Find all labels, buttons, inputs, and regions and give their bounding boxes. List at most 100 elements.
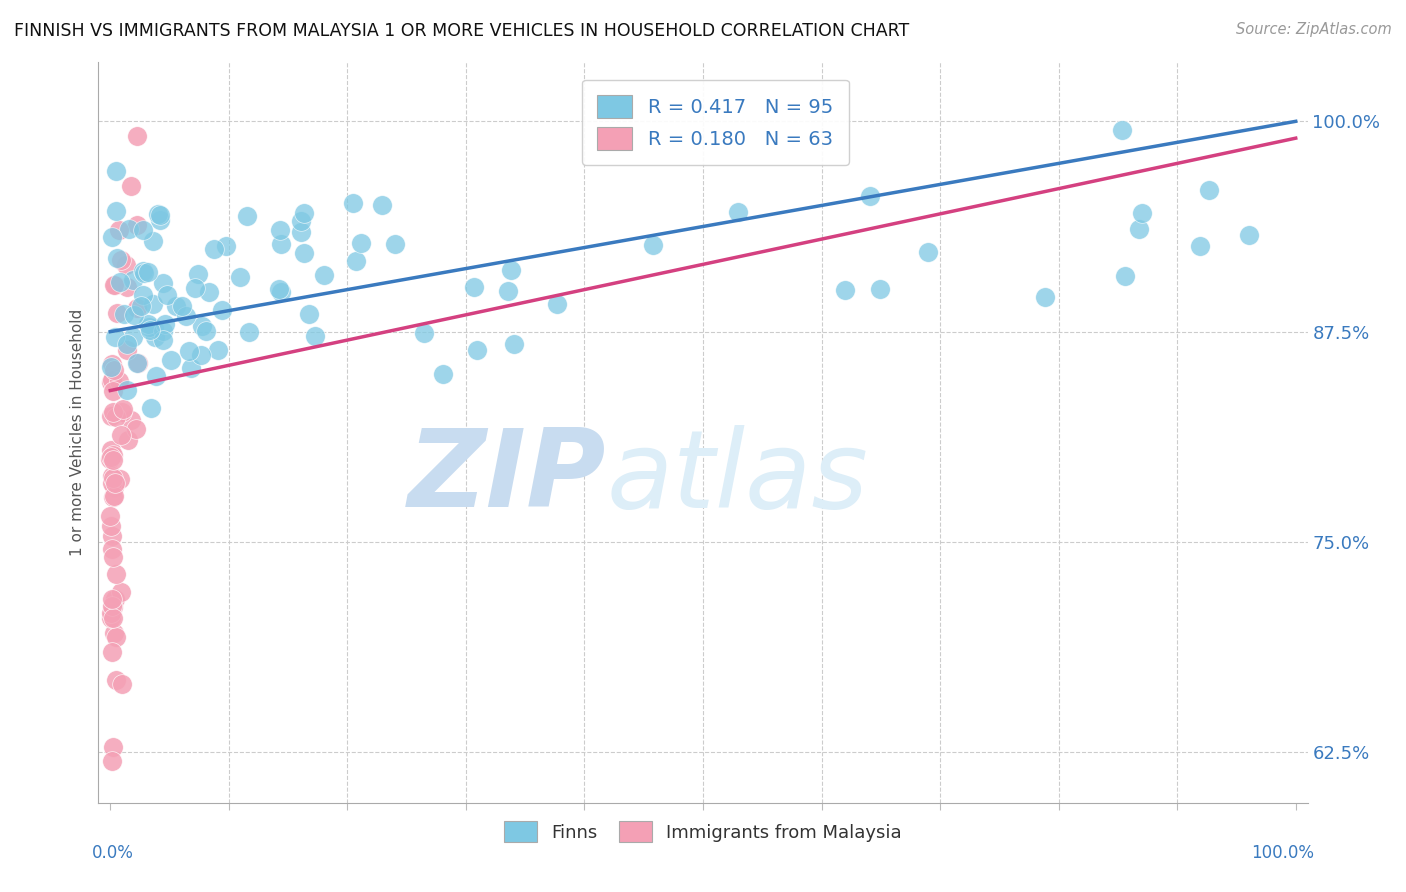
Point [125, 356, 148, 370]
Point [101, 405, 124, 419]
Legend: Finns, Immigrants from Malaysia: Finns, Immigrants from Malaysia [498, 814, 908, 849]
Point [115, 258, 138, 272]
Point [269, 222, 291, 236]
Point [190, 318, 212, 333]
Point [465, 343, 488, 357]
Point [100, 607, 122, 621]
Point [103, 625, 125, 640]
Point [101, 357, 124, 371]
Point [869, 282, 891, 296]
Point [101, 229, 124, 244]
Point [125, 301, 148, 315]
Point [103, 278, 125, 293]
Point [496, 285, 519, 299]
Point [110, 275, 132, 289]
Y-axis label: 1 or more Vehicles in Household: 1 or more Vehicles in Household [70, 309, 86, 557]
Point [108, 472, 131, 486]
Point [152, 276, 174, 290]
Point [101, 453, 124, 467]
Point [129, 299, 152, 313]
Point [107, 374, 129, 388]
Point [312, 268, 335, 282]
Point [108, 223, 131, 237]
Point [110, 585, 132, 599]
Point [228, 269, 250, 284]
Point [202, 242, 225, 256]
Point [100, 359, 122, 374]
Text: ZIP: ZIP [408, 424, 606, 530]
Point [100, 508, 122, 523]
Point [142, 234, 165, 248]
Point [546, 297, 568, 311]
Point [499, 263, 522, 277]
Point [211, 302, 233, 317]
Point [236, 209, 259, 223]
Point [132, 264, 155, 278]
Point [100, 409, 122, 424]
Point [101, 469, 124, 483]
Point [127, 356, 149, 370]
Point [143, 321, 166, 335]
Point [107, 306, 129, 320]
Point [1130, 206, 1153, 220]
Point [215, 239, 238, 253]
Point [412, 326, 434, 340]
Point [641, 238, 664, 252]
Point [101, 373, 124, 387]
Point [103, 363, 125, 377]
Point [292, 206, 315, 220]
Point [1188, 238, 1211, 252]
Point [859, 188, 882, 202]
Point [100, 443, 122, 458]
Point [1111, 123, 1133, 137]
Point [290, 225, 312, 239]
Point [120, 413, 142, 427]
Point [101, 529, 124, 543]
Point [118, 222, 141, 236]
Point [103, 489, 125, 503]
Point [111, 677, 134, 691]
Point [104, 566, 127, 581]
Point [117, 434, 139, 448]
Point [100, 475, 122, 490]
Point [100, 610, 122, 624]
Point [384, 236, 406, 251]
Point [138, 320, 160, 334]
Point [100, 375, 122, 389]
Point [148, 212, 170, 227]
Point [149, 208, 172, 222]
Point [101, 754, 124, 768]
Point [138, 265, 160, 279]
Point [101, 471, 124, 485]
Point [727, 205, 749, 219]
Point [298, 307, 321, 321]
Point [170, 299, 193, 313]
Point [120, 178, 142, 193]
Point [103, 475, 125, 489]
Point [111, 405, 134, 419]
Point [207, 343, 229, 357]
Point [104, 163, 127, 178]
Point [503, 336, 526, 351]
Point [115, 343, 138, 358]
Point [432, 368, 454, 382]
Point [463, 280, 485, 294]
Point [1237, 227, 1260, 242]
Point [184, 281, 207, 295]
Point [238, 325, 260, 339]
Text: Source: ZipAtlas.com: Source: ZipAtlas.com [1236, 22, 1392, 37]
Point [104, 410, 127, 425]
Point [148, 206, 170, 220]
Point [104, 204, 127, 219]
Point [104, 330, 127, 344]
Point [292, 246, 315, 260]
Point [101, 384, 124, 398]
Point [136, 318, 159, 332]
Point [142, 297, 165, 311]
Text: atlas: atlas [606, 425, 868, 530]
Point [342, 196, 364, 211]
Point [834, 283, 856, 297]
Point [141, 401, 163, 415]
Point [100, 519, 122, 533]
Point [165, 299, 187, 313]
